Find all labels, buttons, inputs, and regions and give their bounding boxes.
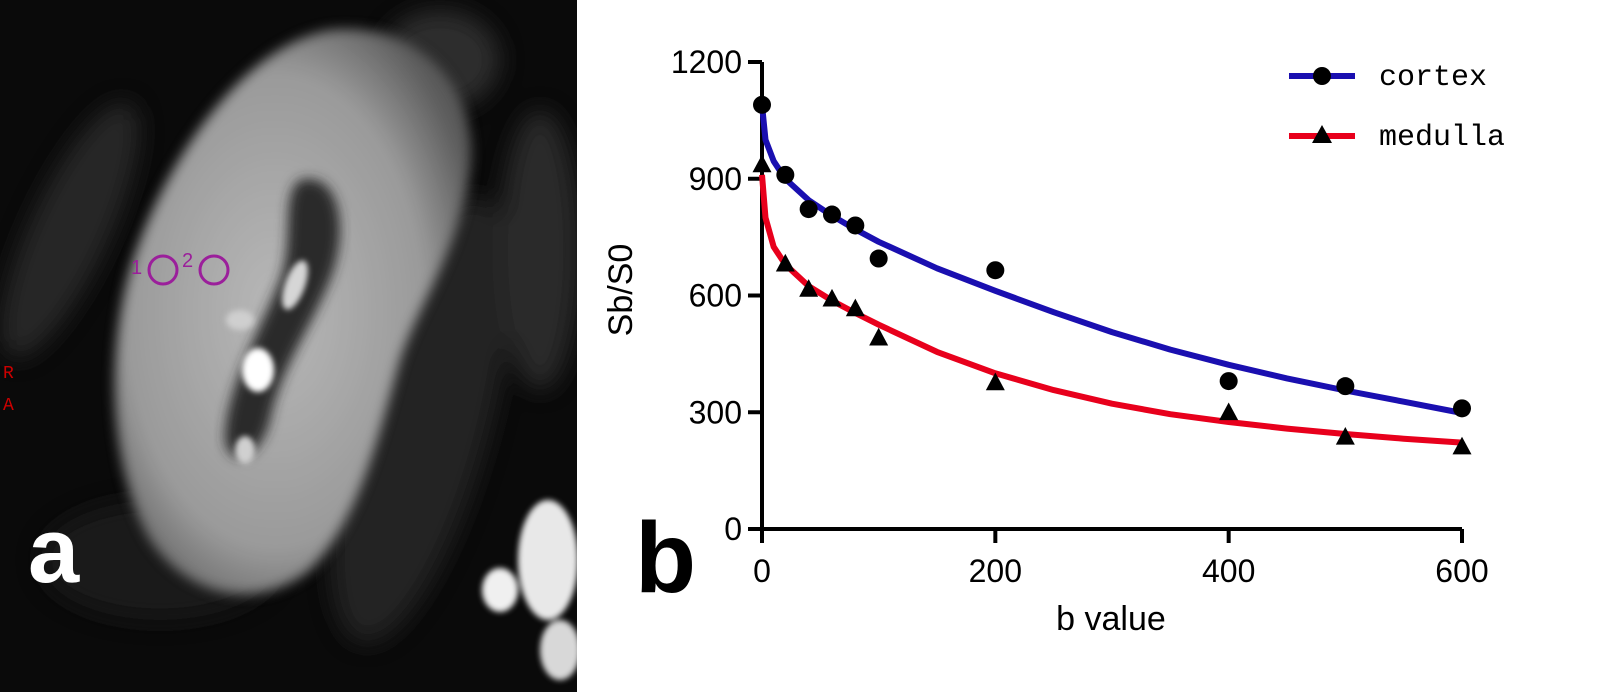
panel-label-a: a [28,500,80,602]
cortex-data-point [1219,372,1238,391]
mri-image-panel: 1 2 R A a [0,0,580,692]
medulla-data-point [869,327,889,346]
fit-curves [759,104,1463,446]
y-tick-label: 0 [724,511,742,547]
roi-label-1: 1 [131,257,142,279]
y-axis-label: Sb/S0 [602,244,640,337]
y-tick-label: 300 [689,394,742,430]
medulla-data-point [985,372,1005,391]
chart-legend: cortex medulla [1289,61,1505,155]
roi-markers: 1 2 [131,250,230,286]
cortex-data-point [986,261,1005,280]
x-tick-label: 400 [1202,553,1255,589]
medulla-fit-curve [759,174,1463,446]
kidney-mri-image: 1 2 R A a [0,0,580,692]
x-axis-label: b value [1056,600,1166,638]
chart-panel: 0 300 600 900 1200 0 200 400 600 Sb/S0 b value … [577,0,1614,692]
cortex-data-point [776,165,795,184]
medulla-data-point [1335,427,1355,445]
cortex-data-point [869,249,888,268]
y-tick-label: 900 [689,161,742,197]
legend-label-medulla: medulla [1379,121,1505,155]
chart-axes: 0 300 600 900 1200 0 200 400 600 [671,44,1489,589]
y-tick-label: 600 [689,278,742,314]
medulla-data-point [799,279,819,297]
panel-label-b: b [635,502,696,614]
cortex-data-point [1453,399,1471,418]
cortex-data-point [1336,377,1355,396]
medulla-data-point [775,253,795,272]
medulla-data-point [1452,436,1472,455]
medulla-data-point [822,288,842,307]
roi-circle-1 [147,254,179,286]
cortex-data-point [799,200,818,219]
medulla-data-point [752,154,772,173]
orientation-label-r: R [3,364,14,384]
roi-circle-2 [198,254,230,286]
medulla-data-point [845,298,865,317]
x-ticks: 0 200 400 600 [753,529,1489,589]
legend-marker-cortex [1313,67,1331,85]
legend-marker-medulla [1312,125,1332,143]
medulla-data-point [1219,402,1239,421]
cortex-data-point [753,95,771,114]
data-points [752,95,1472,455]
x-tick-label: 0 [753,553,771,589]
cortex-data-point [823,205,841,224]
y-tick-label: 1200 [671,44,742,80]
orientation-label-a: A [3,396,14,416]
x-tick-label: 600 [1435,553,1488,589]
cortex-data-point [846,216,865,235]
roi-label-2: 2 [182,250,193,272]
x-tick-label: 200 [969,553,1022,589]
cortex-fit-curve [759,104,1463,416]
legend-label-cortex: cortex [1379,61,1487,95]
y-ticks: 0 300 600 900 1200 [671,44,762,547]
